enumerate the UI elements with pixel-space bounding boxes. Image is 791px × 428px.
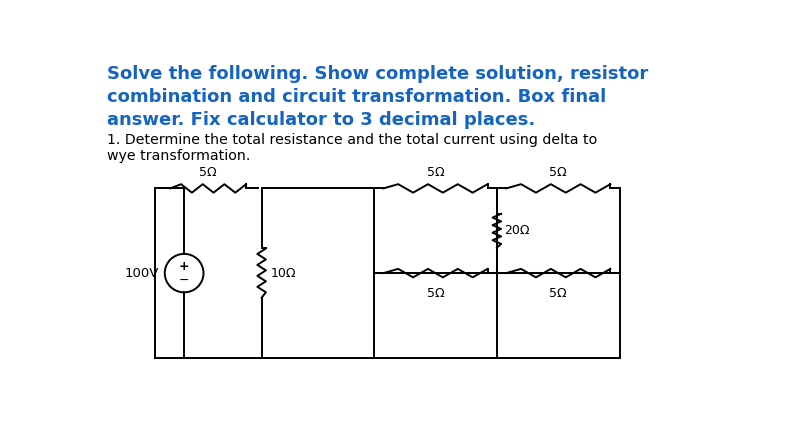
Text: 5Ω: 5Ω <box>426 166 445 179</box>
Text: answer. Fix calculator to 3 decimal places.: answer. Fix calculator to 3 decimal plac… <box>107 111 535 129</box>
Text: combination and circuit transformation. Box final: combination and circuit transformation. … <box>107 88 606 106</box>
Text: 1. Determine the total resistance and the total current using delta to
wye trans: 1. Determine the total resistance and th… <box>107 133 597 163</box>
Text: 20Ω: 20Ω <box>505 224 530 237</box>
Text: +: + <box>179 260 189 273</box>
Text: Solve the following. Show complete solution, resistor: Solve the following. Show complete solut… <box>107 65 648 83</box>
Text: 5Ω: 5Ω <box>550 287 567 300</box>
Text: 5Ω: 5Ω <box>550 166 567 179</box>
Text: 5Ω: 5Ω <box>199 166 217 179</box>
Text: −: − <box>179 273 189 287</box>
Text: 100V: 100V <box>125 267 159 279</box>
Text: 10Ω: 10Ω <box>271 267 297 279</box>
Text: 5Ω: 5Ω <box>426 287 445 300</box>
